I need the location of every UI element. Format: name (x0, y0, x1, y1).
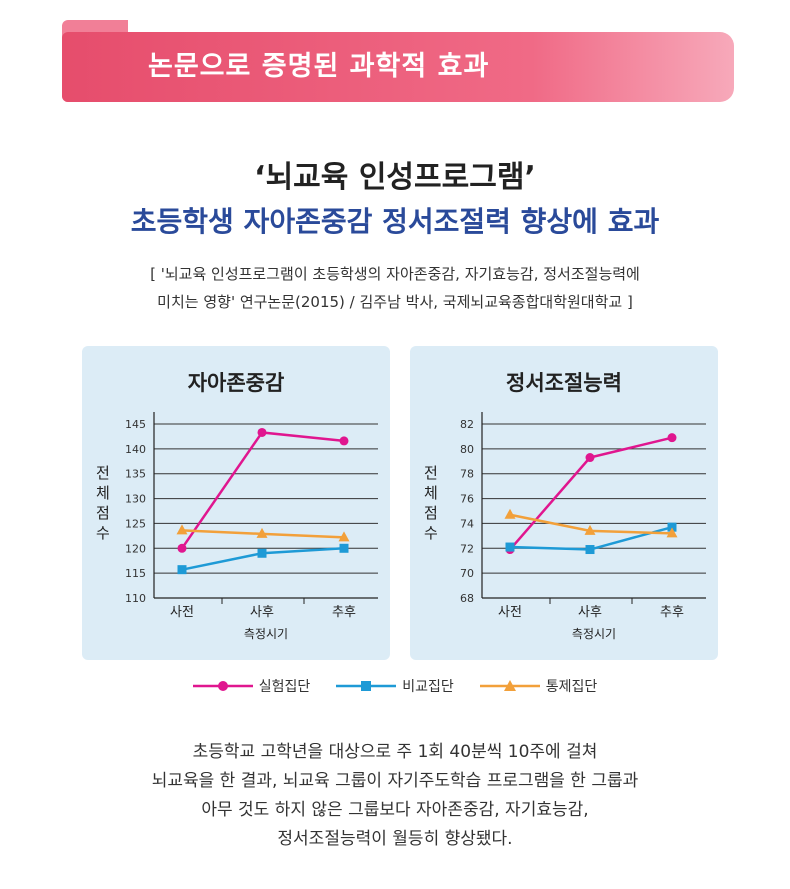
data-point (177, 565, 187, 575)
summary-line-1: 초등학교 고학년을 대상으로 주 1회 40분씩 10주에 걸쳐 (192, 742, 598, 762)
legend-item-comparison: 비교집단 (336, 676, 454, 696)
y-tick-label: 82 (460, 418, 474, 431)
y-tick-label: 68 (460, 592, 474, 605)
data-point (256, 527, 268, 538)
data-point (666, 527, 678, 538)
data-point (339, 543, 349, 553)
data-point (504, 508, 516, 519)
data-point (585, 545, 595, 555)
y-tick-label: 72 (460, 542, 474, 555)
y-tick-label: 140 (125, 443, 146, 456)
y-tick-label: 130 (125, 493, 146, 506)
y-tick-label: 76 (460, 493, 474, 506)
x-tick-label: 추후 (332, 605, 356, 620)
y-tick-label: 145 (125, 418, 146, 431)
legend-label: 비교집단 (402, 679, 454, 695)
data-point (338, 531, 350, 542)
data-point (667, 433, 677, 443)
data-point (505, 542, 515, 552)
citation: [ '뇌교육 인성프로그램이 초등학생의 자아존중감, 자기효능감, 정서조절능… (0, 260, 790, 316)
summary-text: 초등학교 고학년을 대상으로 주 1회 40분씩 10주에 걸쳐 뇌교육을 한 … (0, 738, 790, 854)
x-tick-label: 사전 (498, 605, 522, 620)
data-point (176, 524, 188, 535)
citation-line-1: [ '뇌교육 인성프로그램이 초등학생의 자아존중감, 자기효능감, 정서조절능… (150, 265, 640, 283)
summary-line-2: 뇌교육을 한 결과, 뇌교육 그룹이 자기주도학습 프로그램을 한 그룹과 (151, 771, 639, 791)
data-point (339, 436, 349, 446)
legend-marker-square-icon (336, 681, 397, 691)
y-tick-label: 115 (125, 567, 146, 580)
chart-legend: 실험집단 비교집단 통제집단 (0, 676, 790, 696)
headline: ‘뇌교육 인성프로그램’ (254, 160, 536, 195)
y-tick-label: 74 (460, 517, 474, 530)
summary-line-3: 아무 것도 하지 않은 그룹보다 자아존중감, 자기효능감, (201, 800, 589, 820)
y-tick-label: 135 (125, 468, 146, 481)
summary-line-4: 정서조절능력이 월등히 향상됐다. (277, 829, 513, 849)
legend-label: 통제집단 (545, 679, 598, 695)
y-tick-label: 120 (125, 542, 146, 555)
subheadline: 초등학생 자아존중감 정서조절력 향상에 효과 (130, 205, 660, 238)
data-point (257, 427, 267, 437)
legend-marker-triangle-icon (479, 680, 540, 691)
x-axis-label: 측정시기 (572, 627, 616, 641)
legend-label: 실험집단 (258, 679, 311, 695)
x-tick-label: 사후 (578, 605, 602, 620)
data-point (585, 453, 595, 463)
x-tick-label: 사후 (250, 605, 274, 620)
y-tick-label: 78 (460, 468, 474, 481)
citation-line-2: 미치는 영향' 연구논문(2015) / 김주남 박사, 국제뇌교육종합대학원대… (157, 293, 633, 311)
banner-title: 논문으로 증명된 과학적 효과 (148, 51, 490, 82)
y-tick-label: 110 (125, 592, 146, 605)
legend-marker-circle-icon (192, 681, 253, 691)
chart-title: 정서조절능력 (506, 371, 622, 395)
title-banner (62, 32, 734, 102)
data-point (257, 548, 267, 558)
x-tick-label: 사전 (170, 605, 194, 620)
y-tick-label: 70 (460, 567, 474, 580)
data-point (584, 524, 596, 535)
x-axis-label: 측정시기 (244, 627, 288, 641)
data-point (177, 543, 187, 553)
legend-item-experimental: 실험집단 (192, 676, 311, 696)
chart-title: 자아존중감 (188, 371, 285, 395)
y-tick-label: 125 (125, 517, 146, 530)
x-tick-label: 추후 (660, 605, 684, 620)
legend-item-control: 통제집단 (479, 676, 598, 696)
y-tick-label: 80 (460, 443, 474, 456)
data-point (667, 522, 677, 532)
